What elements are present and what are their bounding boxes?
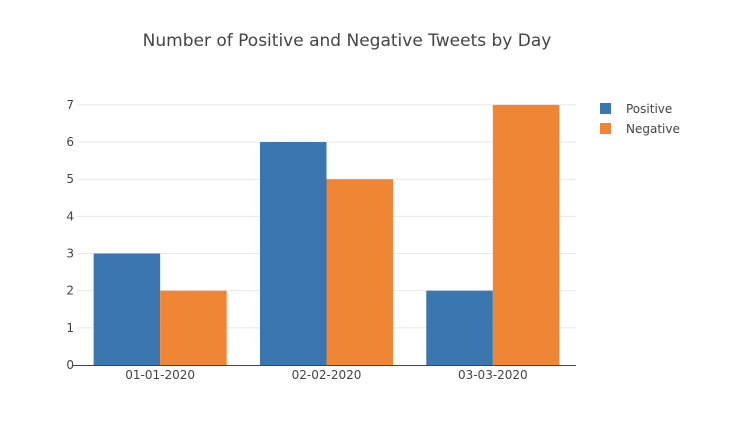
y-tick-label: 3 [66, 247, 74, 261]
y-tick-label: 6 [66, 135, 74, 149]
y-tick-label: 1 [66, 321, 74, 335]
bar-positive-01-01-2020[interactable] [93, 253, 161, 365]
bar-negative-02-02-2020[interactable] [326, 179, 394, 365]
axes: 0 1 2 3 4 5 6 7 01-01-2020 02-02-2020 03-03-2020 [66, 98, 576, 382]
bars [93, 104, 560, 365]
y-tick-label: 7 [66, 98, 74, 112]
x-tick-label: 02-02-2020 [292, 368, 362, 382]
bar-negative-01-01-2020[interactable] [160, 290, 227, 365]
y-tick-label: 2 [66, 284, 74, 298]
x-tick-label: 03-03-2020 [458, 368, 528, 382]
legend-label-negative[interactable]: Negative [626, 122, 680, 136]
legend-swatch-positive[interactable] [600, 103, 611, 114]
chart-title: Number of Positive and Negative Tweets b… [143, 31, 552, 51]
y-tick-label: 0 [66, 358, 74, 372]
bar-positive-03-03-2020[interactable] [426, 290, 493, 365]
bar-negative-03-03-2020[interactable] [492, 104, 560, 365]
legend[interactable]: Positive Negative [600, 102, 680, 136]
y-tick-label: 5 [66, 172, 74, 186]
legend-swatch-negative[interactable] [600, 123, 611, 134]
bar-positive-02-02-2020[interactable] [259, 142, 327, 365]
legend-label-positive[interactable]: Positive [626, 102, 672, 116]
x-tick-label: 01-01-2020 [125, 368, 195, 382]
y-tick-label: 4 [66, 209, 74, 223]
